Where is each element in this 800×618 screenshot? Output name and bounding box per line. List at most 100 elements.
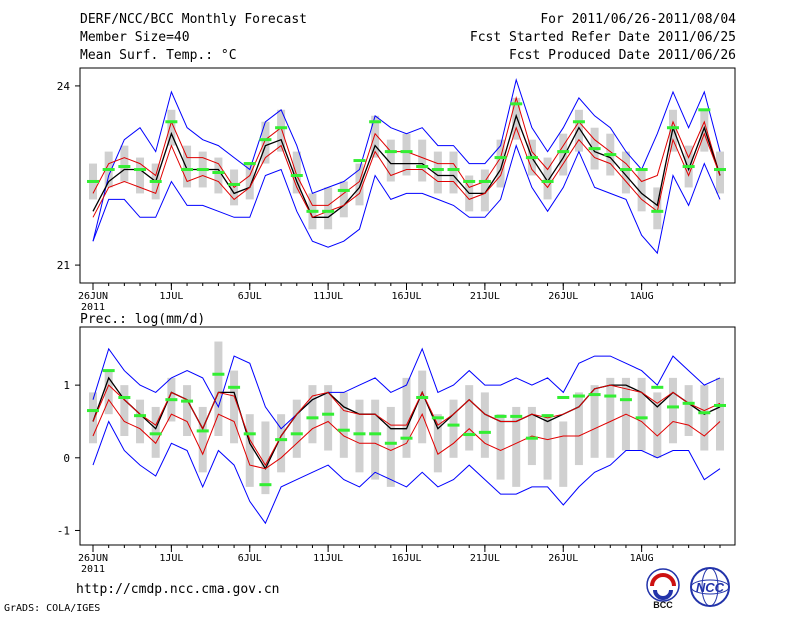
temp-median-mark-15: [322, 209, 335, 213]
temp-box-6: [183, 145, 192, 188]
prec-box-3: [136, 399, 145, 444]
prec-box-18: [371, 399, 380, 480]
temp-median-mark-8: [212, 171, 225, 175]
prec-ytick-label--1: -1: [57, 524, 70, 537]
prec-median-mark-32: [588, 393, 601, 397]
temp-box-26: [496, 139, 505, 188]
temp-xtick-label-5: 21JUL: [470, 291, 500, 302]
temp-median-mark-0: [87, 179, 99, 183]
grads-credit: GrADS: COLA/IGES: [4, 603, 101, 614]
temp-ytick-label-24: 24: [57, 80, 71, 93]
prec-box-10: [245, 414, 254, 487]
prec-median-mark-25: [478, 430, 491, 434]
temp-median-mark-6: [181, 168, 194, 172]
temp-median-mark-18: [369, 120, 382, 124]
source-url[interactable]: http://cmdp.ncc.cma.gov.cn: [76, 582, 280, 597]
prec-median-mark-6: [181, 399, 194, 403]
temp-line-max: [92, 78, 721, 242]
prec-median-mark-0: [87, 409, 99, 413]
temp-box-8: [214, 157, 223, 194]
prec-median-mark-7: [196, 429, 209, 433]
prec-box-30: [559, 421, 568, 487]
prec-ytick-label-1: 1: [63, 379, 70, 392]
prec-box-7: [198, 406, 207, 473]
temp-box-27: [512, 97, 521, 140]
prec-box-38: [684, 385, 693, 436]
member-size-label: Member Size=40: [80, 30, 190, 45]
prec-box-23: [449, 399, 458, 458]
ncc-logo-text: NCC: [696, 580, 725, 595]
temp-median-mark-31: [572, 120, 585, 124]
temp-median-mark-5: [165, 120, 178, 124]
temp-median-mark-32: [588, 147, 601, 151]
temp-box-34: [621, 151, 630, 194]
prec-box-31: [574, 392, 583, 466]
prec-median-mark-30: [557, 395, 570, 399]
prec-median-mark-12: [275, 438, 288, 442]
prec-box-36: [653, 392, 662, 458]
prec-line-max: [92, 347, 721, 430]
temp-median-mark-21: [416, 165, 429, 169]
refer-date: Fcst Started Refer Date 2011/06/25: [469, 30, 736, 45]
temp-box-13: [292, 151, 301, 194]
temp-median-mark-10: [243, 162, 256, 166]
temp-median-mark-2: [118, 165, 131, 169]
prec-xtick-label-5: 21JUL: [470, 553, 500, 564]
prec-box-32: [590, 385, 599, 458]
temp-median-mark-23: [447, 168, 460, 172]
prec-box-2: [120, 385, 129, 436]
prec-median-mark-34: [619, 398, 632, 402]
temp-median-mark-3: [134, 168, 147, 172]
temp-box-10: [245, 163, 254, 200]
temp-median-mark-4: [149, 179, 162, 183]
prec-xtick-label-4: 16JUL: [391, 553, 421, 564]
temp-box-16: [339, 181, 348, 218]
temp-median-mark-37: [666, 126, 679, 130]
temp-box-36: [653, 187, 662, 230]
temp-box-25: [480, 169, 489, 212]
temp-box-12: [277, 109, 286, 152]
temp-median-mark-25: [478, 179, 491, 183]
temp-box-40: [716, 151, 724, 194]
temp-box-30: [559, 133, 568, 176]
temp-line-lower: [92, 126, 721, 218]
prec-median-mark-19: [384, 441, 397, 445]
temp-median-mark-30: [557, 150, 570, 154]
prec-median-mark-18: [369, 432, 382, 436]
prec-box-15: [324, 385, 333, 451]
temp-xtick-label-3: 11JUL: [313, 291, 343, 302]
prec-median-mark-23: [447, 423, 460, 427]
temp-box-23: [449, 151, 458, 194]
temp-xtick-label-2: 6JUL: [238, 291, 262, 302]
temp-ytick-label-21: 21: [57, 259, 70, 272]
prec-median-mark-33: [604, 394, 617, 398]
temp-median-mark-29: [541, 179, 554, 183]
prec-box-40: [716, 377, 724, 451]
prec-box-17: [355, 399, 364, 473]
prec-xtick-label-3: 11JUL: [313, 553, 343, 564]
produced-date: Fcst Produced Date 2011/06/26: [509, 48, 736, 63]
temp-box-18: [371, 115, 380, 158]
temp-year-label: 2011: [81, 302, 105, 313]
prec-median-mark-24: [463, 433, 476, 437]
prec-line-lower: [92, 398, 721, 470]
bcc-logo: BCC: [646, 568, 680, 610]
temp-box-31: [574, 109, 583, 152]
prec-median-mark-8: [212, 372, 225, 376]
prec-box-33: [606, 377, 615, 458]
prec-median-mark-5: [165, 398, 178, 402]
prec-box-29: [543, 414, 552, 480]
prec-xtick-label-1: 1JUL: [159, 553, 183, 564]
prec-median-mark-9: [228, 385, 241, 389]
temp-box-2: [120, 145, 129, 182]
prec-box-16: [339, 392, 348, 458]
temp-median-mark-22: [431, 168, 444, 172]
prec-median-mark-15: [322, 412, 335, 416]
prec-median-mark-14: [306, 416, 319, 420]
prec-box-1: [104, 370, 113, 415]
temp-median-mark-35: [635, 168, 648, 172]
prec-median-mark-13: [290, 432, 303, 436]
prec-box-25: [480, 392, 489, 458]
prec-xtick-label-7: 1AUG: [630, 553, 654, 564]
